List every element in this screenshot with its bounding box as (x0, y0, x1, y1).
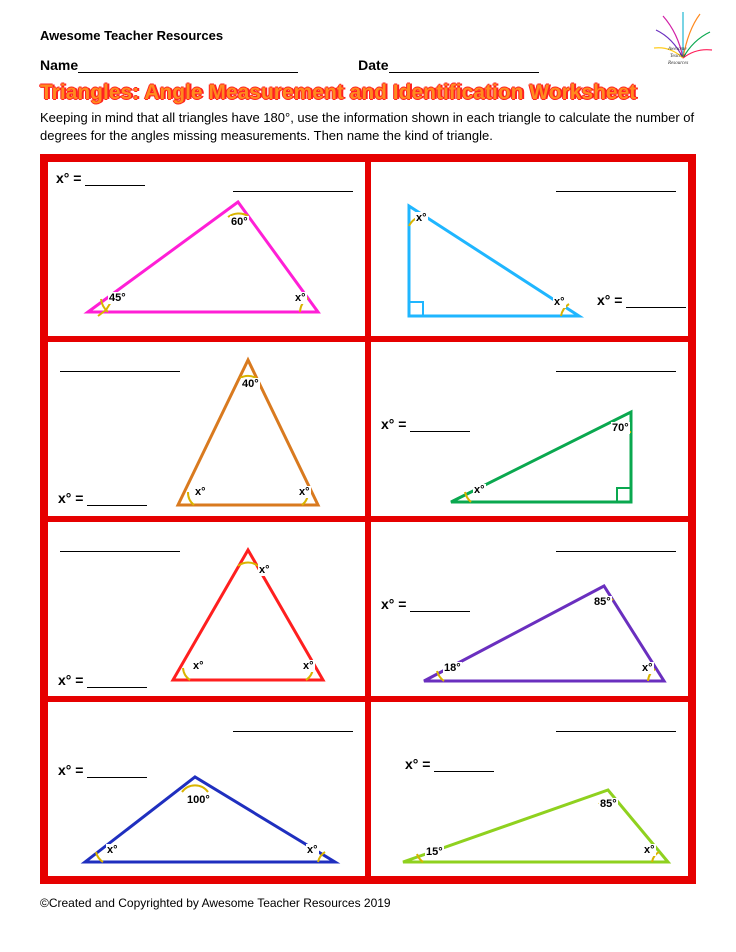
type-line-8 (556, 720, 676, 732)
cell-5: x° = x° x° x° (45, 519, 368, 699)
angle-1-left: 45° (108, 292, 127, 304)
name-field: Name (40, 57, 298, 73)
angle-8-top: 85° (599, 798, 618, 810)
cell-2: x° x° x° = (368, 159, 691, 339)
triangle-3 (158, 350, 338, 515)
angle-2-right: x° (553, 296, 566, 308)
instructions-text: Keeping in mind that all triangles have … (40, 109, 696, 144)
svg-text:Resources: Resources (667, 61, 688, 66)
worksheet-title: Triangles: Angle Measurement and Identif… (40, 81, 696, 105)
date-field: Date (358, 57, 538, 73)
angle-4-top: 70° (611, 422, 630, 434)
cell-6: x° = 18° 85° x° (368, 519, 691, 699)
svg-text:Awesome: Awesome (667, 47, 687, 52)
triangle-4 (431, 392, 671, 512)
angle-7-left: x° (106, 844, 119, 856)
angle-6-left: 18° (443, 662, 462, 674)
angle-3-right: x° (298, 486, 311, 498)
angle-7-top: 100° (186, 794, 211, 806)
angle-8-right: x° (643, 844, 656, 856)
angle-5-top: x° (258, 564, 271, 576)
cell-8: x° = 15° 85° x° (368, 699, 691, 879)
copyright-footer: ©Created and Copyrighted by Awesome Teac… (40, 896, 696, 910)
cell-7: x° = 100° x° x° (45, 699, 368, 879)
angle-1-top: 60° (230, 216, 249, 228)
type-line-7 (233, 720, 353, 732)
triangle-grid: x° = 45° 60° x° (40, 154, 696, 884)
angle-2-top: x° (415, 212, 428, 224)
logo-firework: Awesome Teacher Resources (648, 8, 718, 78)
x-equals-3: x° = (58, 490, 147, 506)
angle-4-left: x° (473, 484, 486, 496)
cell-1: x° = 45° 60° x° (45, 159, 368, 339)
cell-3: x° = 40° x° x° (45, 339, 368, 519)
cell-4: x° = 70° x° (368, 339, 691, 519)
angle-5-right: x° (302, 660, 315, 672)
type-line-4 (556, 360, 676, 372)
svg-text:Teacher: Teacher (670, 54, 686, 59)
angle-5-left: x° (192, 660, 205, 672)
angle-3-top: 40° (241, 378, 260, 390)
type-line-6 (556, 540, 676, 552)
triangle-1 (68, 182, 328, 332)
triangle-6 (409, 566, 679, 696)
angle-3-left: x° (194, 486, 207, 498)
name-date-row: Name Date (40, 57, 696, 73)
angle-6-right: x° (641, 662, 654, 674)
angle-1-right: x° (294, 292, 307, 304)
angle-7-right: x° (306, 844, 319, 856)
x-equals-5: x° = (58, 672, 147, 688)
x-equals-2: x° = (597, 292, 686, 308)
angle-6-top: 85° (593, 596, 612, 608)
brand-header: Awesome Teacher Resources (40, 28, 696, 43)
angle-8-left: 15° (425, 846, 444, 858)
x-equals-8: x° = (405, 756, 494, 772)
